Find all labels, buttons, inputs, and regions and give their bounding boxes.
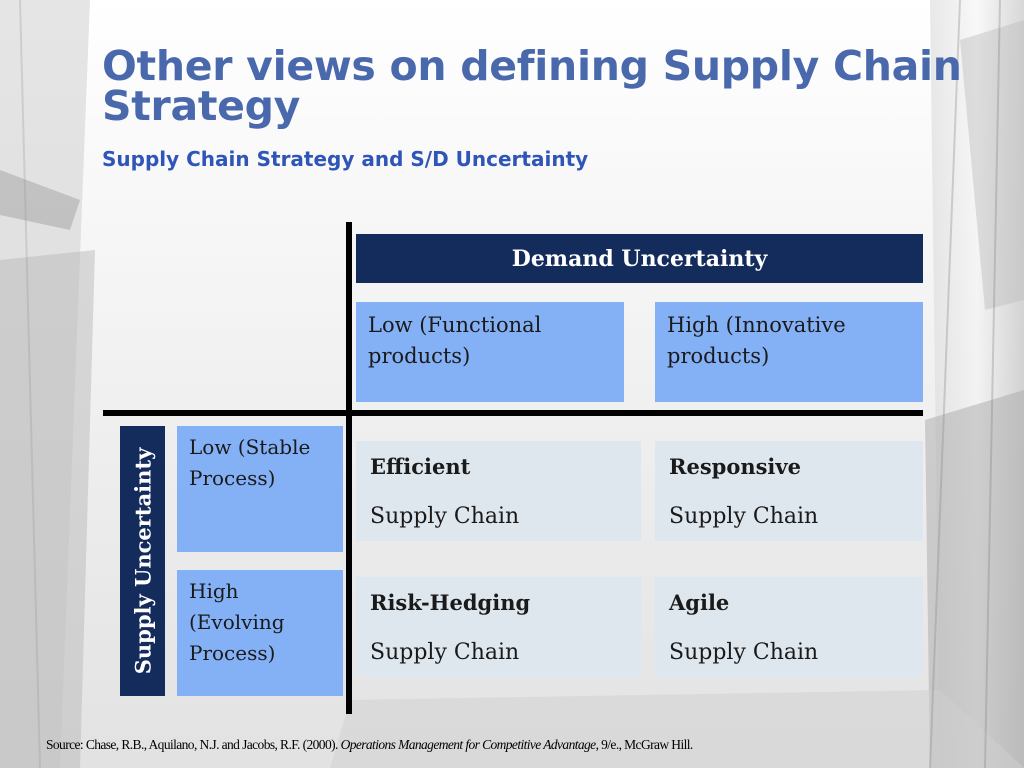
cell-efficient-name: Efficient	[370, 454, 471, 479]
cell-efficient-line: Supply Chain	[370, 504, 520, 529]
demand-uncertainty-header: Demand Uncertainty	[356, 234, 923, 283]
cell-agile-name: Agile	[669, 590, 730, 615]
row-header-high-supply: High (Evolving Process)	[177, 570, 343, 696]
supply-uncertainty-header: Supply Uncertainty	[120, 426, 165, 696]
cell-responsive-line: Supply Chain	[669, 504, 819, 529]
cell-agile: Agile Supply Chain	[655, 577, 923, 677]
cell-responsive: Responsive Supply Chain	[655, 441, 923, 541]
cell-efficient: Efficient Supply Chain	[356, 441, 641, 541]
slide-subtitle: Supply Chain Strategy and S/D Uncertaint…	[102, 147, 589, 171]
cell-risk-hedging-name: Risk-Hedging	[370, 590, 531, 615]
slide-title: Other views on defining Supply Chain Str…	[102, 42, 962, 130]
row-header-low-supply: Low (Stable Process)	[177, 426, 343, 552]
matrix-horizontal-axis-line	[103, 410, 923, 416]
cell-agile-line: Supply Chain	[669, 640, 819, 665]
source-prefix: Source: Chase, R.B., Aquilano, N.J. and …	[46, 737, 338, 752]
cell-responsive-name: Responsive	[669, 454, 801, 479]
column-header-low-demand: Low (Functional products)	[356, 302, 624, 402]
source-suffix: , 9/e., McGraw Hill.	[595, 737, 694, 752]
source-book-title: Operations Management for Competitive Ad…	[340, 737, 597, 752]
supply-uncertainty-label: Supply Uncertainty	[130, 447, 155, 675]
column-header-high-demand: High (Innovative products)	[655, 302, 923, 402]
demand-uncertainty-label: Demand Uncertainty	[511, 245, 768, 272]
matrix-vertical-axis-line	[346, 222, 352, 714]
cell-risk-hedging: Risk-Hedging Supply Chain	[356, 577, 641, 677]
cell-risk-hedging-line: Supply Chain	[370, 640, 520, 665]
source-citation: Source: Chase, R.B., Aquilano, N.J. and …	[46, 737, 1016, 753]
